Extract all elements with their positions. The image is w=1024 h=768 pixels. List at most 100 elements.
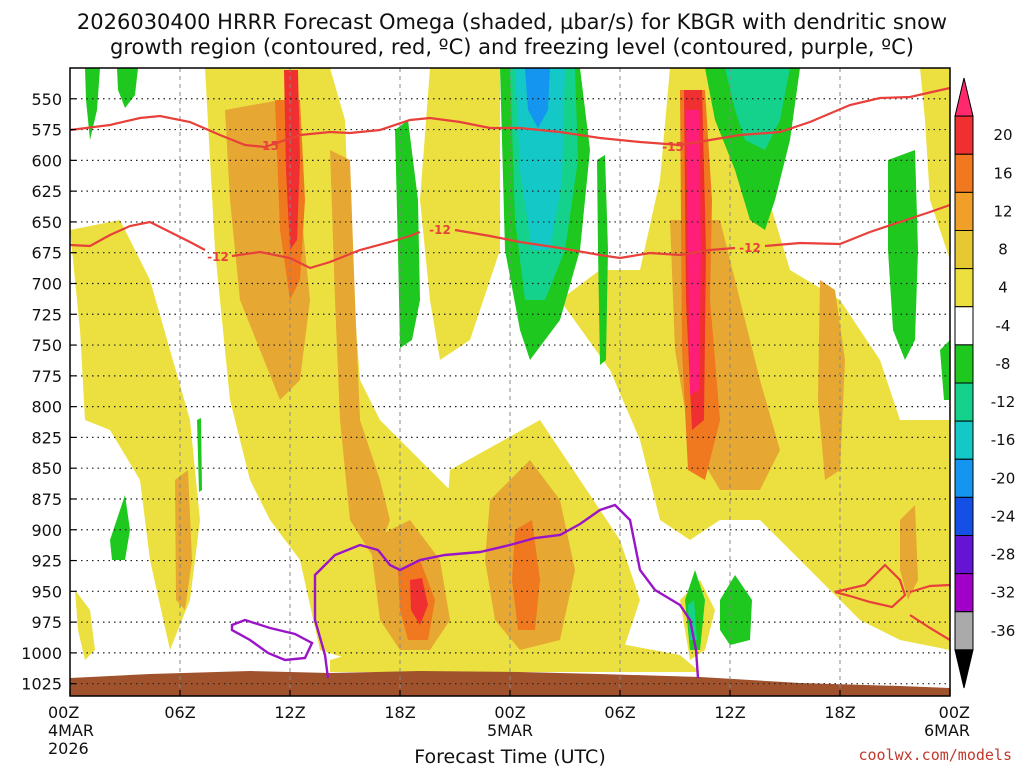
y-tick-label: 575 [31,121,62,140]
y-tick-label: 750 [31,336,62,355]
dgz-label-minus12: -12 [739,241,761,255]
omega-fill-very-strong-red [284,70,300,250]
omega-fill-strong-orange [512,520,540,630]
freezing-level-contour-closed [230,618,314,662]
omega-fill-sinking-teal [688,600,697,640]
omega-fill-sinking-green [395,120,420,348]
colorbar-label: 4 [998,279,1008,297]
omega-fill-very-strong-red [410,578,428,625]
omega-fill-weak-yellow [75,590,95,660]
x-tick-label: 06Z [164,703,195,722]
colorbar-swatch-bottom [954,649,974,689]
colorbar-swatch [954,458,974,498]
dgz-contour-minus12 [70,203,950,270]
omega-fill-moderate-tan [818,280,845,480]
y-tick-label: 1025 [21,675,62,694]
x-tick-label: 18Z [824,703,855,722]
colorbar-swatch-top [954,77,974,117]
chart-title-line2: growth region (contoured, red, ºC) and f… [110,35,914,59]
y-tick-label: 600 [31,151,62,170]
omega-fill-sinking-blue [525,68,550,128]
colorbar-label: -4 [996,317,1011,335]
y-tick-label: 675 [31,244,62,263]
colorbar-swatch [954,268,974,308]
x-tick-label: 18Z [384,703,415,722]
colorbar-swatch [954,382,974,422]
y-tick-label: 850 [31,459,62,478]
dgz-label-minus15: -15 [662,140,684,154]
colorbar-swatch [954,115,974,155]
omega-fill-sinking-green [85,68,100,140]
x-axis-label: Forecast Time (UTC) [414,746,605,768]
dgz-label-minus15: -15 [257,139,279,153]
colorbar-label: -20 [991,469,1016,487]
colorbar-label: -16 [991,431,1016,449]
omega-shading [70,68,950,696]
y-tick-label: 1000 [21,644,62,663]
y-axis-ticks: 550 575 600 625 650 675 700 725 750 775 800 825 850 8… [21,90,76,694]
y-tick-label: 550 [31,90,62,109]
colorbar-label: -24 [991,507,1016,525]
y-tick-label: 950 [31,582,62,601]
x-tick-year-label: 2026 [48,739,89,758]
colorbar-swatch [954,344,974,384]
y-tick-label: 825 [31,428,62,447]
y-tick-label: 975 [31,613,62,632]
omega-fill-sinking-green [117,68,138,108]
colorbar-swatch [954,573,974,613]
dgz-contour-minus15 [70,86,950,149]
colorbar-label: 16 [993,164,1012,182]
colorbar-swatch [954,191,974,231]
omega-fill-sinking-green [597,155,608,365]
colorbar-swatch [954,230,974,270]
omega-fill-sinking-teal [725,68,790,150]
y-tick-label: 925 [31,552,62,571]
y-tick-label: 775 [31,367,62,386]
y-tick-label: 800 [31,398,62,417]
omega-fill-sinking-green [197,418,202,492]
colorbar-swatch [954,496,974,536]
x-tick-label: 00Z [48,703,79,722]
omega-fill-weak-yellow [560,68,950,650]
colorbar-label: 8 [998,241,1008,259]
contours: -15 -15 -12 -12 -12 [70,86,950,679]
y-tick-label: 625 [31,182,62,201]
colorbar-label: -8 [996,355,1011,373]
dgz-label-minus12: -12 [429,223,451,237]
dgz-contour-lower-right [834,563,950,641]
dgz-label-minus12: -12 [207,250,229,264]
omega-fill-weak-yellow [920,68,950,260]
grid-lines [70,68,950,696]
colorbar-label: -36 [991,622,1016,640]
x-tick-date-label: 6MAR [924,721,970,740]
x-tick-label: 12Z [714,703,745,722]
colorbar-swatch [954,611,974,651]
y-tick-label: 725 [31,305,62,324]
y-tick-label: 650 [31,213,62,232]
y-tick-label: 875 [31,490,62,509]
omega-fill-sinking-green [110,495,130,560]
omega-fill-moderate-tan [175,470,192,610]
omega-fill-moderate-tan [900,505,918,600]
omega-fill-weak-yellow [420,68,500,360]
colorbar-label: 20 [993,126,1012,144]
chart-title-line1: 2026030400 HRRR Forecast Omega (shaded, … [77,10,947,34]
colorbar-swatch [954,535,974,575]
x-tick-label: 00Z [494,703,525,722]
omega-fill-sinking-green [940,340,950,400]
freezing-level-contour [313,503,700,679]
omega-fill-sinking-green [720,575,752,645]
colorbar-swatch [954,420,974,460]
y-tick-label: 900 [31,521,62,540]
x-tick-date-label: 5MAR [487,721,533,740]
colorbar-swatch [954,306,974,346]
colorbar-label: -32 [991,584,1016,602]
x-tick-label: 00Z [939,703,970,722]
colorbar-label: -12 [991,393,1016,411]
x-tick-label: 06Z [604,703,635,722]
colorbar: 20 16 12 8 4 -4 -8 -12 -16 -20 -24 -28 -32 -36 [954,77,1016,689]
omega-fill-sinking-cyan [515,68,565,250]
y-tick-label: 700 [31,274,62,293]
